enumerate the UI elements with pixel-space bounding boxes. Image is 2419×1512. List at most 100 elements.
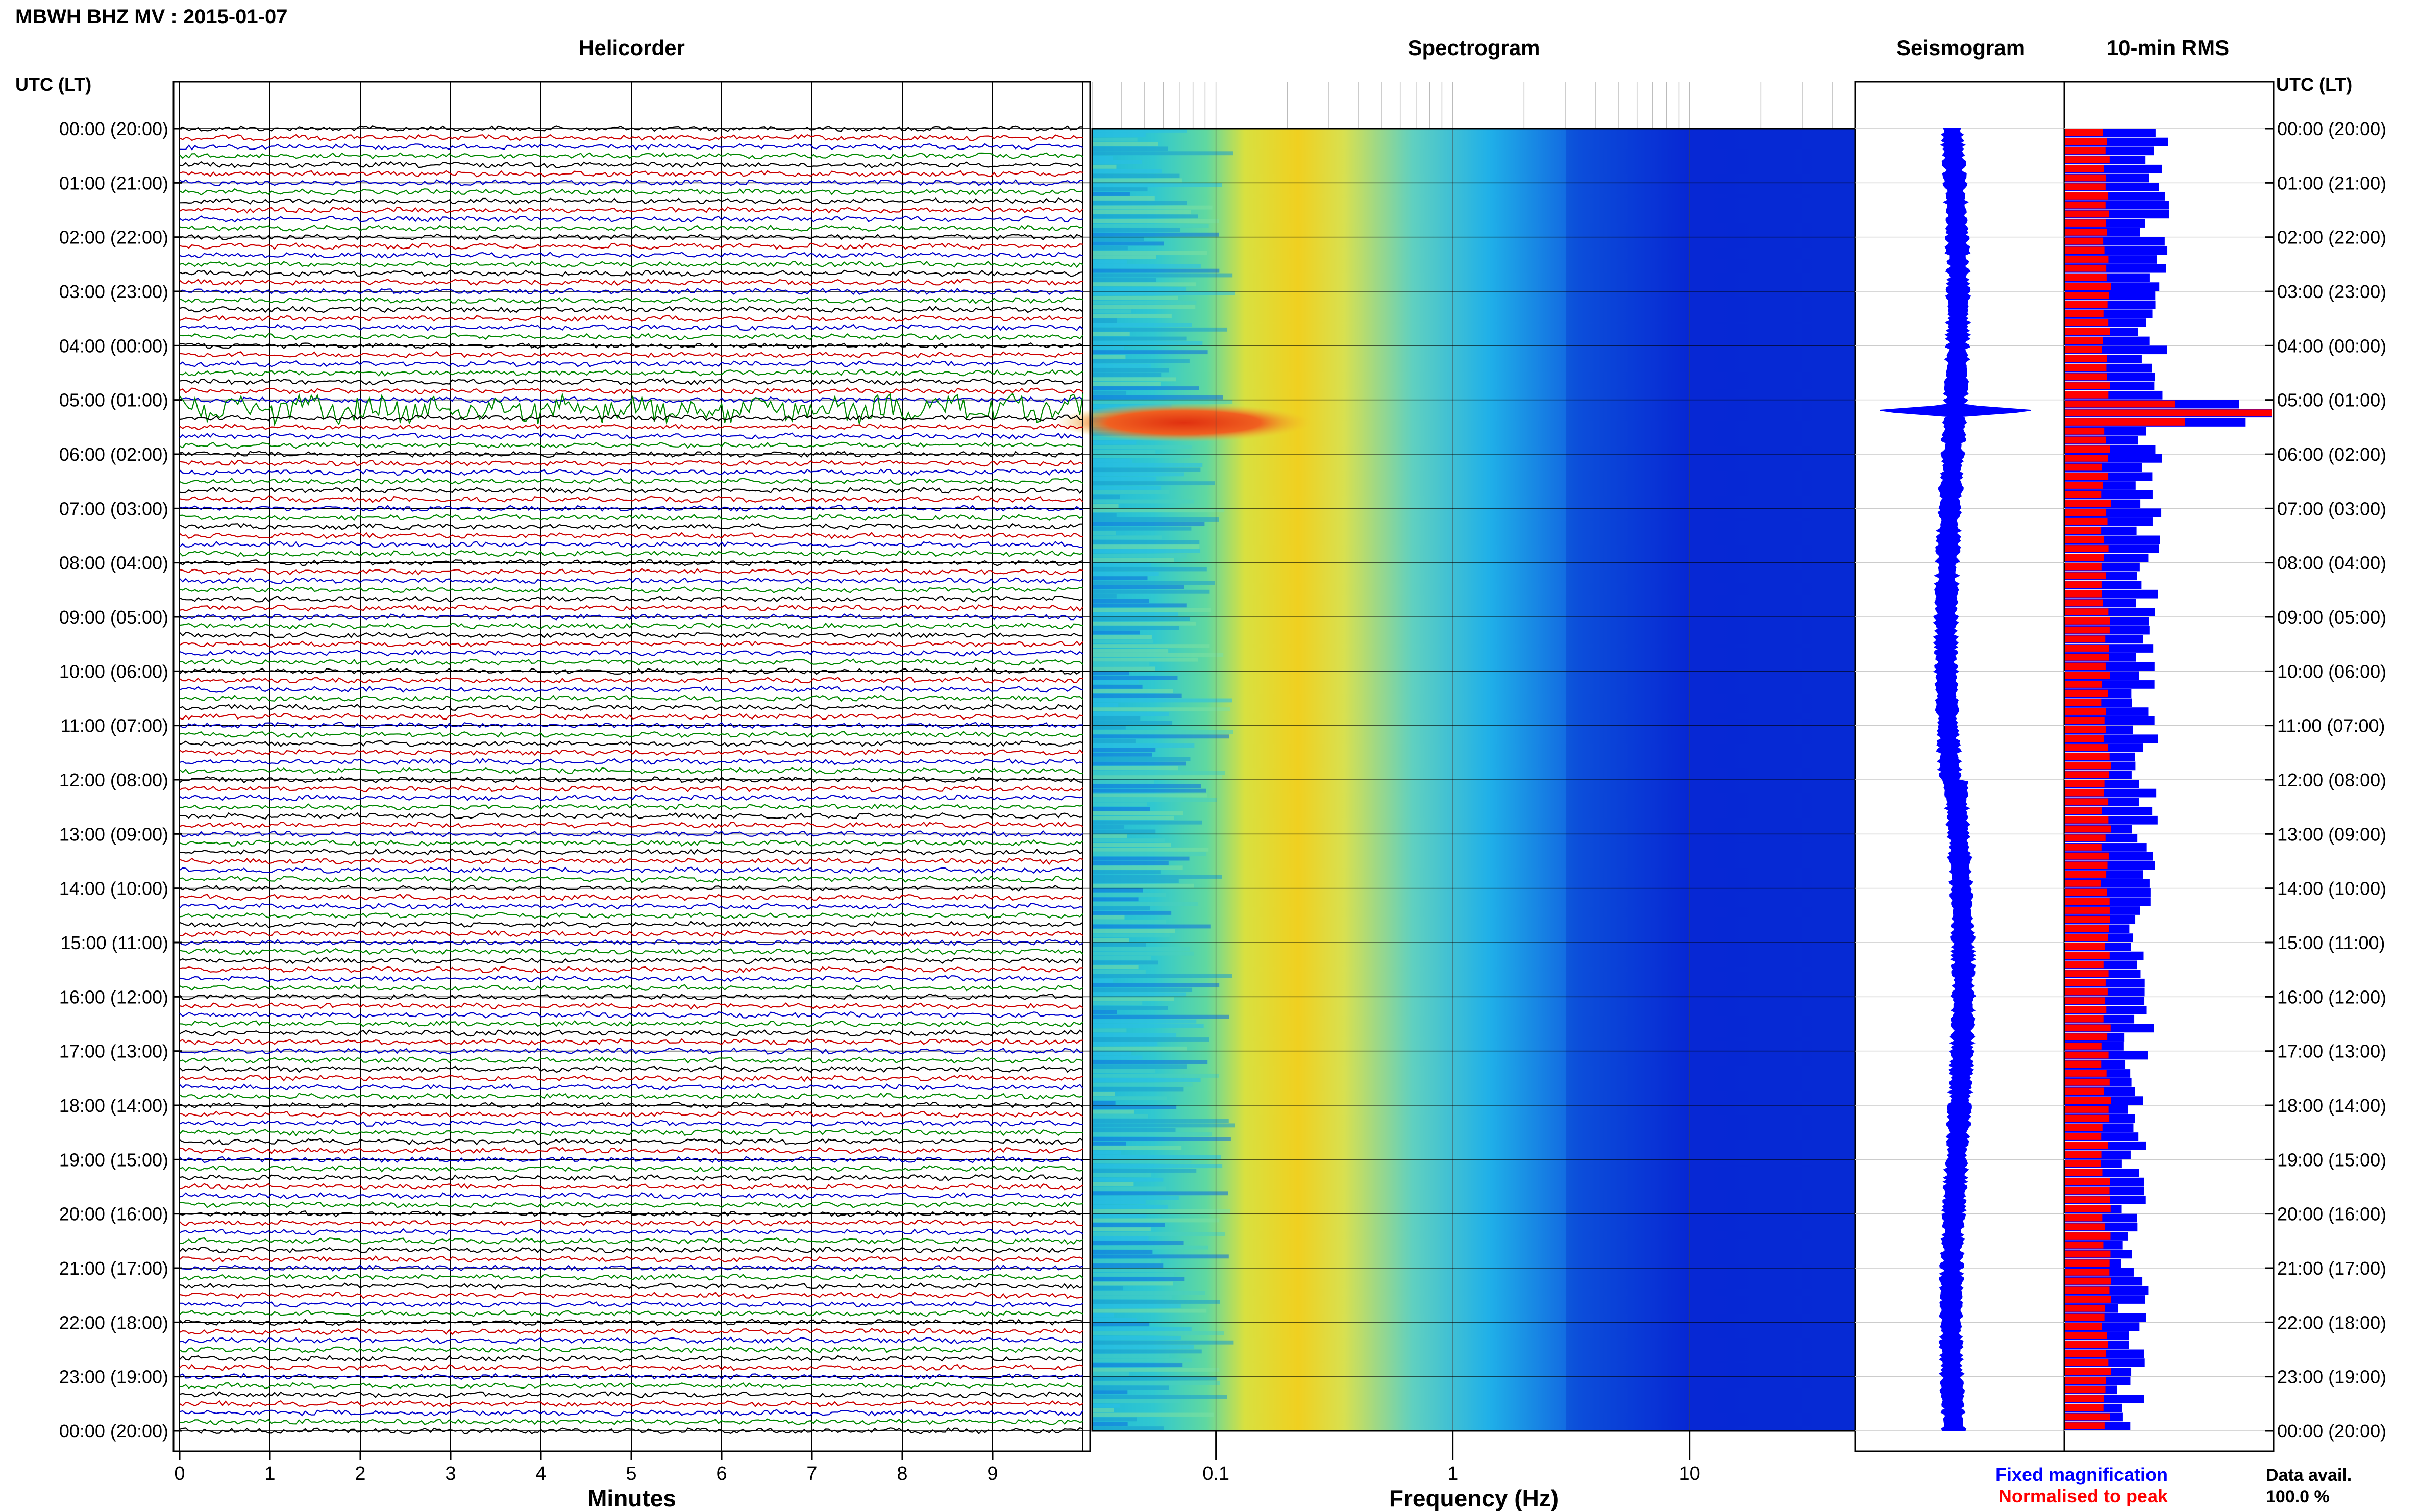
helicorder-trace (179, 1074, 1083, 1082)
spectrogram-row (1092, 1218, 1220, 1223)
spectrogram-row (1092, 1412, 1214, 1417)
helicorder-trace (179, 1065, 1083, 1073)
rms-normalised-bar (2065, 1296, 2111, 1303)
spectrogram-row (1092, 259, 1127, 264)
rms-normalised-bar (2065, 1241, 2104, 1249)
spectrogram-row (1092, 1155, 1221, 1159)
helicorder-trace (179, 1291, 1083, 1299)
spectrogram-row (1092, 160, 1142, 164)
spectrogram-row (1092, 771, 1225, 775)
spectrogram-row (1092, 1186, 1166, 1191)
helicorder-trace (179, 658, 1083, 666)
helicorder-x-tick-label: 2 (355, 1463, 365, 1484)
rms-normalised-bar (2065, 681, 2102, 688)
spectrogram-row (1092, 748, 1156, 752)
helicorder-trace (179, 722, 1083, 729)
helicorder-trace (179, 902, 1083, 910)
y-tick-label-left: 13:00 (09:00) (59, 824, 168, 845)
helicorder-trace (179, 957, 1083, 964)
helicorder-trace (179, 486, 1083, 494)
spectrogram-row (1092, 314, 1172, 318)
helicorder-trace (179, 468, 1083, 476)
helicorder-trace (179, 1400, 1083, 1407)
rms-normalised-bar (2065, 527, 2102, 534)
helicorder-trace (179, 251, 1083, 259)
spectrogram-row (1092, 1385, 1169, 1390)
spectrogram-row (1092, 970, 1146, 974)
spectrogram-title: Spectrogram (1408, 36, 1540, 60)
spectrogram-row (1092, 1295, 1172, 1300)
spectrogram-row (1092, 373, 1162, 377)
spectrogram-row (1092, 689, 1173, 693)
spectrogram-row (1092, 164, 1117, 169)
spectrogram-row (1092, 377, 1176, 382)
y-tick-label-left: 15:00 (11:00) (61, 932, 168, 953)
rms-normalised-bar (2065, 500, 2111, 507)
helicorder-trace (179, 767, 1083, 775)
spectrogram-row (1092, 323, 1192, 327)
rms-normalised-bar (2065, 310, 2104, 317)
helicorder-trace (179, 604, 1083, 612)
rms-normalised-bar (2065, 979, 2106, 986)
helicorder-trace (179, 1309, 1083, 1317)
spectrogram-row (1092, 1200, 1146, 1204)
spectrogram-row (1092, 336, 1187, 341)
spectrogram-row (1092, 933, 1170, 938)
rms-normalised-bar (2065, 943, 2105, 950)
rms-normalised-bar (2065, 382, 2110, 389)
rms-normalised-bar (2065, 156, 2110, 163)
helicorder-trace (179, 1364, 1083, 1372)
rms-normalised-bar (2065, 1151, 2102, 1158)
helicorder-trace (180, 812, 1083, 820)
rms-normalised-bar (2065, 852, 2109, 860)
spectrogram-row (1092, 906, 1150, 910)
rms-normalised-bar (2065, 581, 2102, 588)
spectrogram-row (1092, 870, 1161, 875)
y-tick-label-left: 14:00 (10:00) (59, 878, 168, 899)
rms-normalised-bar (2065, 545, 2109, 552)
rms-normalised-bar (2065, 1286, 2110, 1294)
rms-normalised-bar (2065, 174, 2106, 182)
helicorder-trace (179, 1011, 1083, 1019)
helicorder-trace (179, 1110, 1083, 1118)
spectrogram-row (1092, 395, 1223, 400)
spectrogram-row (1092, 657, 1198, 662)
helicorder-trace (179, 884, 1083, 892)
y-tick-label-right: 20:00 (16:00) (2277, 1204, 2386, 1225)
spectrogram-row (1092, 454, 1191, 458)
helicorder-trace (179, 975, 1083, 982)
y-tick-label-right: 22:00 (18:00) (2277, 1312, 2386, 1333)
spectrogram-row (1092, 684, 1143, 689)
rms-normalised-bar (2065, 1051, 2109, 1059)
rms-normalised-bar (2065, 1133, 2102, 1140)
spectrogram-row (1092, 540, 1200, 544)
spectrogram-row (1092, 1182, 1134, 1186)
helicorder-trace (179, 586, 1083, 593)
helicorder-trace (179, 640, 1083, 648)
helicorder-trace (179, 704, 1083, 711)
spectrogram-row (1092, 649, 1169, 653)
spectrogram-row (1092, 1119, 1229, 1123)
spectrogram-row (1092, 1390, 1128, 1395)
helicorder-trace (179, 930, 1083, 937)
helicorder-trace (179, 441, 1083, 449)
helicorder-trace (179, 613, 1083, 621)
spectrogram-row (1092, 558, 1174, 562)
spectrogram-row (1092, 458, 1132, 463)
legend-normalised-to-peak: Normalised to peak (1998, 1485, 2168, 1506)
helicorder-trace (179, 143, 1083, 151)
y-tick-label-right: 05:00 (01:00) (2277, 390, 2386, 411)
rms-normalised-bar (2065, 789, 2104, 797)
helicorder-trace (179, 839, 1083, 847)
spectrogram-row (1092, 1367, 1219, 1372)
spectrogram-row (1092, 811, 1183, 815)
spectrogram-row (1092, 146, 1168, 151)
y-tick-label-left: 01:00 (21:00) (59, 172, 168, 193)
rms-normalised-bar (2065, 871, 2107, 878)
spectrogram-row (1092, 291, 1235, 295)
spectrogram-row (1092, 368, 1169, 373)
spectrogram-row (1092, 626, 1179, 630)
helicorder-trace (179, 287, 1083, 295)
helicorder-trace (179, 414, 1083, 422)
spectrogram-panel (1056, 82, 1856, 1432)
